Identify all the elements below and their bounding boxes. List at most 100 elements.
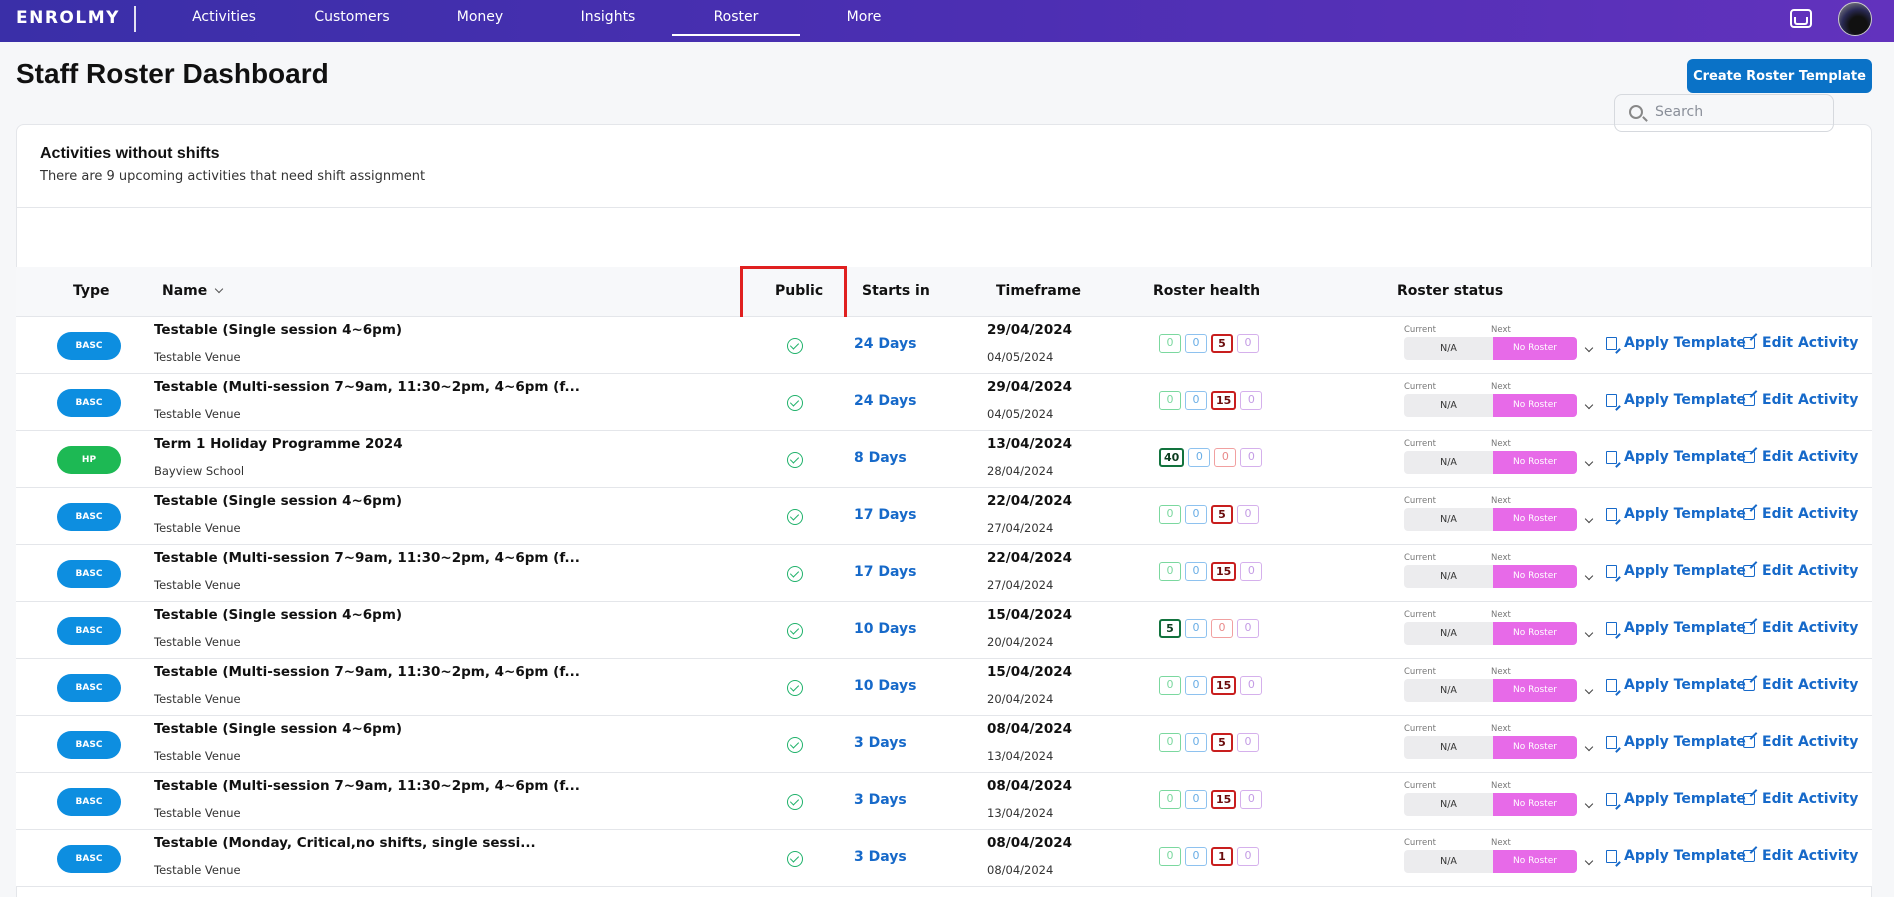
current-roster-status: N/A	[1404, 394, 1493, 417]
activity-name[interactable]: Testable (Multi-session 7~9am, 11:30~2pm…	[154, 778, 580, 794]
apply-template-link[interactable]: Apply Template	[1606, 449, 1746, 465]
apply-template-link[interactable]: Apply Template	[1606, 734, 1746, 750]
activity-name[interactable]: Testable (Single session 4~6pm)	[154, 322, 403, 338]
health-count: 0	[1240, 790, 1263, 809]
top-nav-bar: ENROLMY Activities Customers Money Insig…	[0, 0, 1894, 42]
activity-name[interactable]: Testable (Multi-session 7~9am, 11:30~2pm…	[154, 550, 580, 566]
health-count: 0	[1159, 391, 1181, 410]
edit-activity-link[interactable]: Edit Activity	[1743, 335, 1858, 351]
apply-template-link[interactable]: Apply Template	[1606, 563, 1746, 579]
starts-in: 17 Days	[854, 507, 917, 523]
table-row[interactable]: BASC Testable (Multi-session 7~9am, 11:30…	[16, 773, 1872, 830]
timeframe-end: 27/04/2024	[987, 578, 1054, 592]
template-icon	[1606, 336, 1617, 350]
chevron-down-icon[interactable]	[1584, 514, 1594, 524]
health-count: 0	[1237, 334, 1259, 353]
table-row[interactable]: BASC Testable (Single session 4~6pm) Testa…	[16, 488, 1872, 545]
health-count: 0	[1185, 391, 1207, 410]
activity-name[interactable]: Testable (Single session 4~6pm)	[154, 721, 403, 737]
timeframe-end: 13/04/2024	[987, 806, 1054, 820]
activity-name[interactable]: Testable (Multi-session 7~9am, 11:30~2pm…	[154, 664, 580, 680]
health-count: 15	[1211, 676, 1237, 695]
activity-name[interactable]: Testable (Single session 4~6pm)	[154, 607, 403, 623]
edit-activity-link[interactable]: Edit Activity	[1743, 392, 1858, 408]
search-input[interactable]: Search	[1614, 94, 1834, 132]
chevron-down-icon[interactable]	[1584, 685, 1594, 695]
apply-template-link[interactable]: Apply Template	[1606, 506, 1746, 522]
timeframe-start: 08/04/2024	[987, 721, 1073, 737]
apply-template-link[interactable]: Apply Template	[1606, 335, 1746, 351]
edit-activity-label: Edit Activity	[1762, 791, 1859, 807]
edit-activity-link[interactable]: Edit Activity	[1743, 449, 1858, 465]
edit-activity-link[interactable]: Edit Activity	[1743, 677, 1858, 693]
page-title: Staff Roster Dashboard	[16, 58, 329, 89]
health-count: 5	[1211, 733, 1233, 752]
nav-activities[interactable]: Activities	[192, 9, 256, 25]
table-row[interactable]: HP Term 1 Holiday Programme 2024 Bayview S…	[16, 431, 1872, 488]
chevron-down-icon[interactable]	[1584, 856, 1594, 866]
next-label: Next	[1491, 382, 1511, 392]
roster-health: 0 0 15 0	[1159, 790, 1263, 809]
edit-activity-link[interactable]: Edit Activity	[1743, 620, 1858, 636]
chevron-down-icon[interactable]	[215, 284, 224, 294]
nav-insights[interactable]: Insights	[580, 9, 636, 25]
starts-in: 3 Days	[854, 792, 907, 808]
activity-name[interactable]: Testable (Monday, Critical,no shifts, si…	[154, 835, 536, 851]
chevron-down-icon[interactable]	[1584, 400, 1594, 410]
health-count: 15	[1211, 562, 1237, 581]
header-name[interactable]: Name	[162, 283, 224, 299]
activity-venue: Testable Venue	[154, 806, 241, 820]
chevron-down-icon[interactable]	[1584, 571, 1594, 581]
chevron-down-icon[interactable]	[1584, 628, 1594, 638]
edit-activity-link[interactable]: Edit Activity	[1743, 734, 1858, 750]
table-row[interactable]: BASC Testable (Multi-session 7~9am, 11:30…	[16, 374, 1872, 431]
edit-activity-link[interactable]: Edit Activity	[1743, 563, 1858, 579]
chevron-down-icon[interactable]	[1584, 799, 1594, 809]
inbox-icon[interactable]	[1790, 9, 1812, 28]
enrolmy-logo[interactable]: ENROLMY	[16, 8, 120, 28]
timeframe-start: 08/04/2024	[987, 778, 1073, 794]
apply-template-link[interactable]: Apply Template	[1606, 848, 1746, 864]
activity-name[interactable]: Testable (Multi-session 7~9am, 11:30~2pm…	[154, 379, 580, 395]
next-roster-status: No Roster	[1493, 508, 1577, 531]
health-count: 0	[1185, 334, 1207, 353]
apply-template-link[interactable]: Apply Template	[1606, 677, 1746, 693]
nav-customers[interactable]: Customers	[314, 9, 390, 25]
timeframe-start: 15/04/2024	[987, 607, 1073, 623]
apply-template-link[interactable]: Apply Template	[1606, 392, 1746, 408]
table-row[interactable]: BASC Testable (Multi-session 7~9am, 11:30…	[16, 659, 1872, 716]
chevron-down-icon[interactable]	[1584, 742, 1594, 752]
current-label: Current	[1404, 382, 1436, 392]
activity-name[interactable]: Term 1 Holiday Programme 2024	[154, 436, 403, 452]
edit-activity-link[interactable]: Edit Activity	[1743, 848, 1858, 864]
starts-in: 17 Days	[854, 564, 917, 580]
nav-money[interactable]: Money	[456, 9, 504, 25]
next-label: Next	[1491, 724, 1511, 734]
create-roster-template-button[interactable]: Create Roster Template	[1687, 59, 1872, 93]
edit-activity-link[interactable]: Edit Activity	[1743, 506, 1858, 522]
table-row[interactable]: BASC Testable (Single session 4~6pm) Testa…	[16, 317, 1872, 374]
apply-template-link[interactable]: Apply Template	[1606, 791, 1746, 807]
nav-roster[interactable]: Roster	[672, 0, 800, 36]
health-count: 0	[1237, 847, 1259, 866]
chevron-down-icon[interactable]	[1584, 457, 1594, 467]
table-row[interactable]: BASC Testable (Single session 4~6pm) Testa…	[16, 716, 1872, 773]
health-count: 15	[1211, 790, 1237, 809]
chevron-down-icon[interactable]	[1584, 343, 1594, 353]
next-label: Next	[1491, 496, 1511, 506]
template-icon	[1606, 735, 1617, 749]
template-icon	[1606, 564, 1617, 578]
apply-template-link[interactable]: Apply Template	[1606, 620, 1746, 636]
table-row[interactable]: BASC Testable (Monday, Critical,no shifts…	[16, 830, 1872, 887]
table-row[interactable]: BASC Testable (Single session 4~6pm) Testa…	[16, 602, 1872, 659]
user-avatar[interactable]	[1838, 2, 1872, 36]
edit-activity-link[interactable]: Edit Activity	[1743, 791, 1858, 807]
health-count: 0	[1211, 619, 1233, 638]
next-roster-status: No Roster	[1493, 679, 1577, 702]
activity-name[interactable]: Testable (Single session 4~6pm)	[154, 493, 403, 509]
table-row[interactable]: BASC Testable (Multi-session 7~9am, 11:30…	[16, 545, 1872, 602]
nav-more[interactable]: More	[846, 9, 882, 25]
